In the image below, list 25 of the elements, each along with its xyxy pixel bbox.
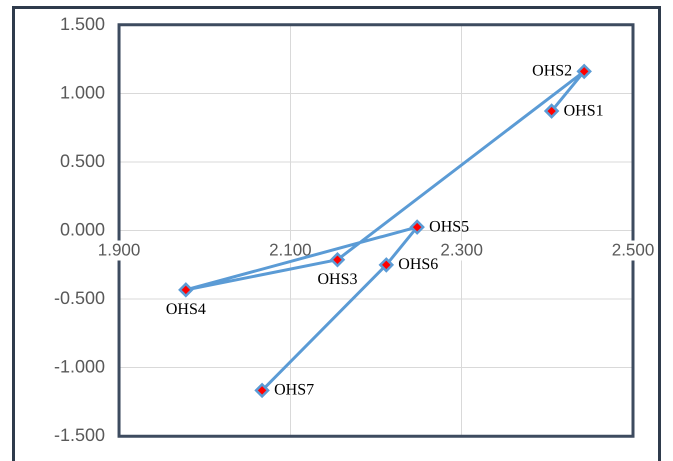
x-tick-label: 2.500 xyxy=(612,240,654,260)
y-tick-label: 1.000 xyxy=(60,82,106,102)
y-tick-label: 1.500 xyxy=(60,14,106,34)
x-tick-label: 1.900 xyxy=(98,240,140,260)
point xyxy=(379,258,394,272)
annotation: OHS5 xyxy=(429,218,470,236)
y-tick-label: -1.500 xyxy=(54,425,106,446)
point xyxy=(544,104,559,118)
annotation: OHS4 xyxy=(166,301,206,318)
x-tick-label: 2.100 xyxy=(269,240,312,260)
annotation: OHS3 xyxy=(317,270,358,288)
annotation: OHS7 xyxy=(274,382,314,399)
point xyxy=(254,383,270,398)
y-tick-label: -1.000 xyxy=(54,356,106,377)
annotation: OHS1 xyxy=(564,102,604,120)
y-tick-label: 0.500 xyxy=(60,150,106,171)
y-tick-label: 0.000 xyxy=(60,219,106,240)
annotation: OHS2 xyxy=(532,62,572,80)
x-tick-label: 2.300 xyxy=(440,240,483,260)
point xyxy=(576,64,592,79)
annotation: OHS6 xyxy=(398,256,438,274)
point xyxy=(410,220,424,234)
point xyxy=(330,252,345,267)
point xyxy=(178,282,194,298)
y-tick-label: -0.500 xyxy=(54,288,106,308)
